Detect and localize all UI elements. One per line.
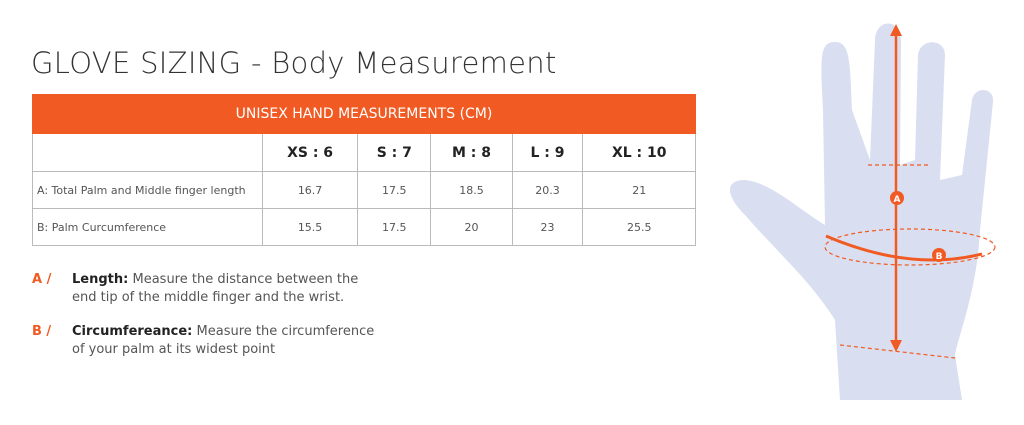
hand-diagram: A B [730, 23, 996, 400]
empty-cell [32, 133, 263, 172]
size-xs: XS : 6 [261, 133, 359, 172]
cell: 16.7 [261, 171, 359, 209]
row-label: B: Palm Curcumference [32, 208, 263, 246]
page-title: GLOVE SIZING - Body Measurement [31, 46, 557, 80]
cell: 21 [582, 171, 696, 209]
size-s: S : 7 [357, 133, 432, 172]
size-m: M : 8 [430, 133, 513, 172]
cell: 15.5 [261, 208, 359, 246]
size-table: UNISEX HAND MEASUREMENTS (CM) XS : 6 S :… [32, 94, 696, 246]
note-text: Measure the circumference [196, 324, 375, 339]
table-header: UNISEX HAND MEASUREMENTS (CM) [32, 94, 696, 134]
note-letter: A / [32, 272, 52, 287]
size-l: L : 9 [511, 133, 584, 172]
cell: 17.5 [357, 208, 432, 246]
note-term: Length: [72, 272, 129, 287]
cell: 18.5 [430, 171, 513, 209]
hand-illustration [730, 23, 994, 400]
size-row: XS : 6 S : 7 M : 8 L : 9 XL : 10 [32, 133, 696, 172]
note-text: end tip of the middle finger and the wri… [72, 290, 345, 305]
table-row: B: Palm Curcumference 15.5 17.5 20 23 25… [32, 208, 696, 246]
note-text: of your palm at its widest point [72, 342, 276, 357]
cell: 17.5 [357, 171, 432, 209]
cell: 20.3 [511, 171, 584, 209]
marker-a: A [894, 195, 901, 205]
note-length: A / Length: Measure the distance between … [32, 271, 358, 307]
marker-b: B [936, 252, 943, 262]
table-row: A: Total Palm and Middle finger length 1… [32, 171, 696, 209]
note-letter: B / [32, 324, 52, 339]
note-term: Circumfereance: [72, 324, 193, 339]
size-xl: XL : 10 [582, 133, 696, 172]
cell: 23 [511, 208, 584, 246]
cell: 20 [430, 208, 513, 246]
cell: 25.5 [582, 208, 696, 246]
note-text: Measure the distance between the [132, 272, 359, 287]
note-circumference: B / Circumfereance: Measure the circumfer… [32, 323, 374, 359]
row-label: A: Total Palm and Middle finger length [32, 171, 263, 209]
